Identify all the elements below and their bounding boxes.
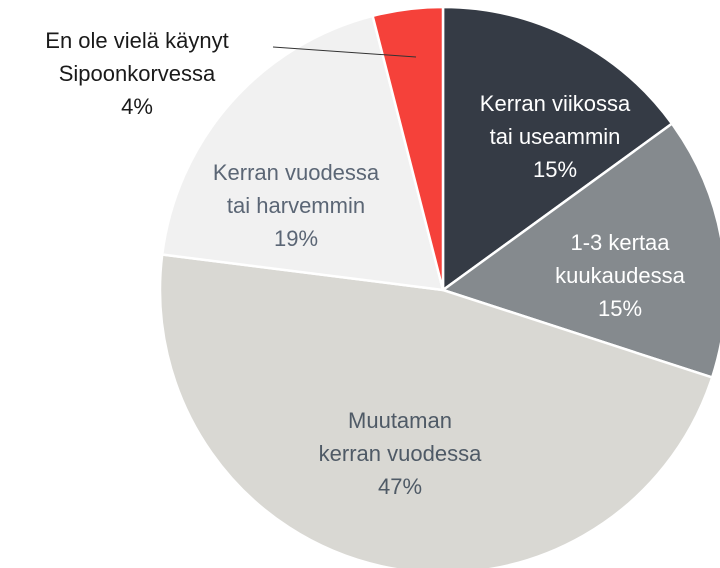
slice-label: Kerran vuodessa: [213, 160, 380, 185]
slice-label: kerran vuodessa: [319, 441, 482, 466]
slice-label: tai useammin: [490, 124, 621, 149]
value-label: 47%: [378, 474, 422, 499]
pie-slice: [441, 5, 674, 293]
slice-label: En ole vielä käynyt: [45, 28, 228, 53]
value-label: 4%: [121, 94, 153, 119]
value-label: 19%: [274, 226, 318, 251]
leader-line: [272, 46, 417, 58]
slice-label: Muutaman: [348, 408, 452, 433]
slice-label: 1-3 kertaa: [570, 230, 670, 255]
slice-label: tai harvemmin: [227, 193, 365, 218]
pie-slice: [160, 14, 445, 292]
value-label: 15%: [533, 157, 577, 182]
slice-label: kuukaudessa: [555, 263, 685, 288]
pie-slice: [158, 253, 714, 568]
slice-label: Kerran viikossa: [480, 91, 631, 116]
pie-slice: [371, 5, 445, 291]
value-label: 15%: [598, 296, 642, 321]
pie-slice: [440, 121, 720, 380]
slice-label: Sipoonkorvessa: [59, 61, 216, 86]
